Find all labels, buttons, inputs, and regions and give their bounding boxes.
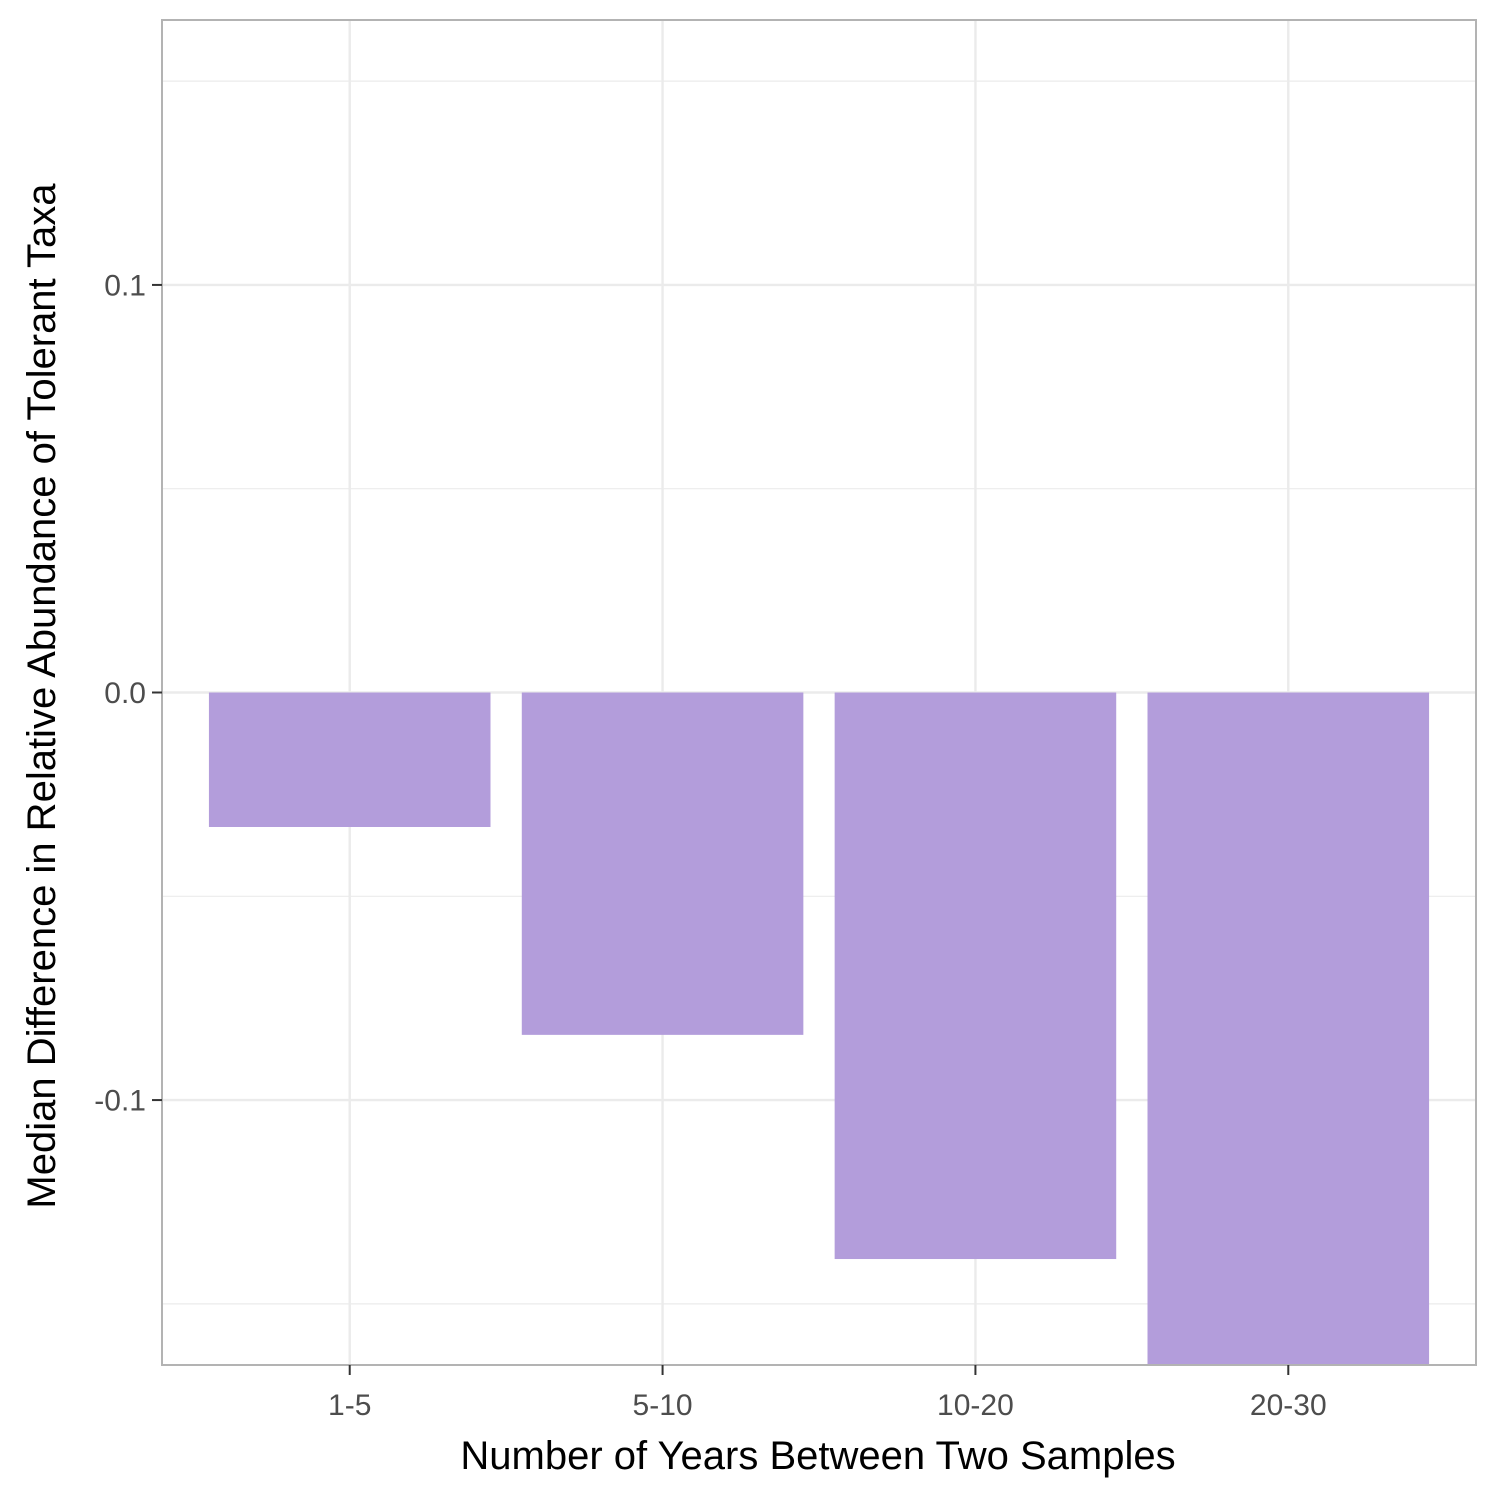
x-tick-label: 20-30: [1250, 1389, 1327, 1422]
y-axis-title: Median Difference in Relative Abundance …: [20, 183, 64, 1209]
x-tick-label: 5-10: [633, 1389, 693, 1422]
axes: -0.1 0.0 0.1 1-5 5-10 10-20 20-30: [94, 269, 1326, 1422]
y-tick-label: 0.1: [104, 269, 146, 302]
y-tick-label: -0.1: [94, 1085, 146, 1118]
y-tick-label: 0.0: [104, 677, 146, 710]
bar-1-5: [208, 692, 491, 827]
x-axis-title: Number of Years Between Two Samples: [460, 1434, 1175, 1478]
bar-10-20: [834, 692, 1117, 1260]
x-tick-label: 10-20: [937, 1389, 1014, 1422]
bar-20-30: [1147, 692, 1430, 1365]
x-tick-label: 1-5: [328, 1389, 371, 1422]
bars: [208, 692, 1430, 1365]
bar-5-10: [521, 692, 804, 1035]
